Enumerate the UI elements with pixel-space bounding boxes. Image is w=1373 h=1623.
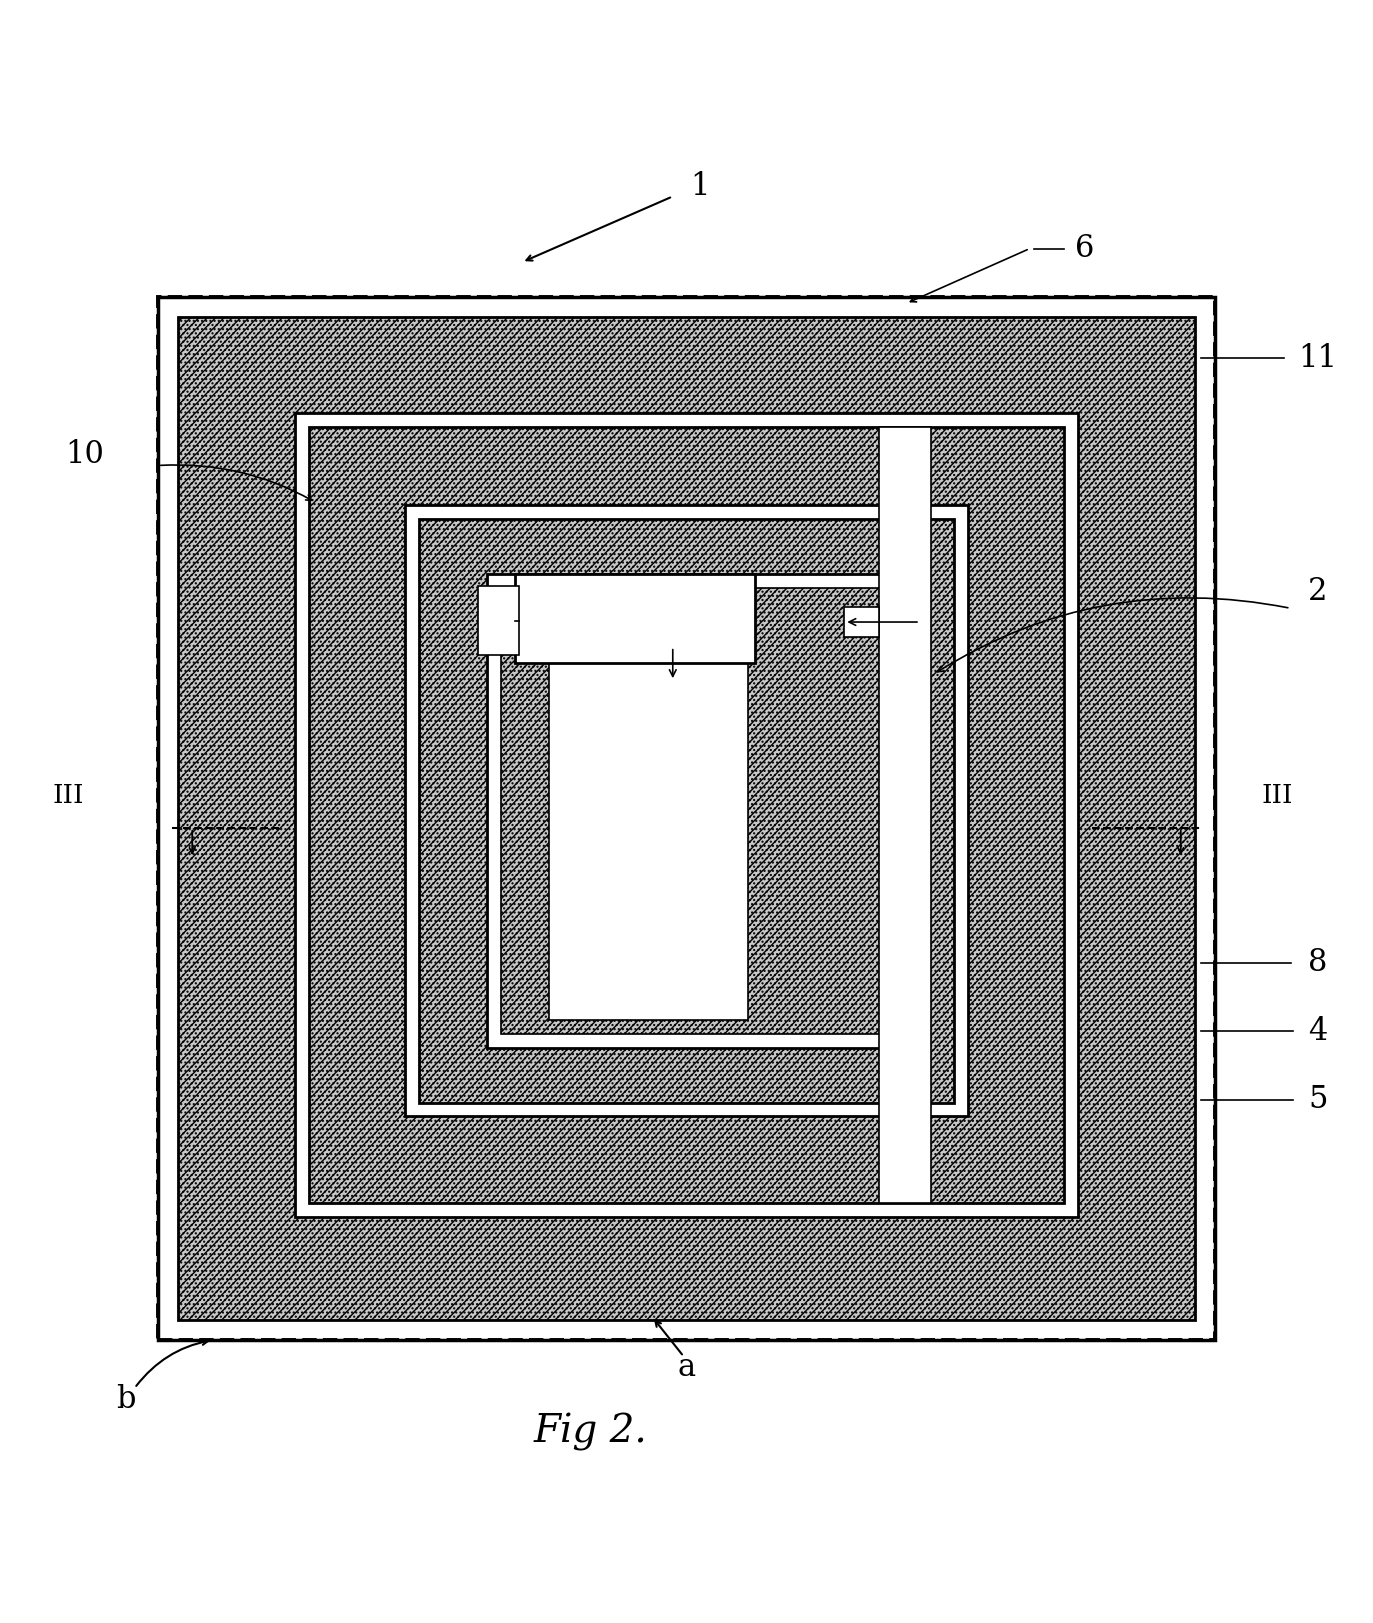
Bar <box>478 586 519 656</box>
Bar <box>405 505 968 1117</box>
Text: 8: 8 <box>1308 948 1328 979</box>
Bar <box>501 588 899 1034</box>
Text: 5: 5 <box>1308 1084 1328 1115</box>
Text: 6: 6 <box>1075 234 1094 265</box>
Bar <box>549 602 748 1021</box>
Bar <box>158 297 1215 1341</box>
Bar <box>158 297 1215 1341</box>
Bar <box>419 519 954 1102</box>
Text: a: a <box>677 1352 696 1383</box>
Text: 1: 1 <box>691 172 710 203</box>
Bar <box>309 427 1064 1203</box>
Bar <box>879 427 931 1203</box>
Bar <box>419 519 954 1102</box>
Text: Fig 2.: Fig 2. <box>534 1414 647 1451</box>
Bar <box>487 575 913 1048</box>
Bar <box>844 607 879 638</box>
Bar <box>178 316 1195 1319</box>
Bar <box>309 427 1064 1203</box>
Bar <box>501 588 899 1034</box>
Text: 2: 2 <box>1308 576 1328 607</box>
Text: 11: 11 <box>1299 342 1337 373</box>
Text: 4: 4 <box>1308 1016 1328 1047</box>
Bar <box>178 316 1195 1319</box>
Text: III: III <box>54 782 84 808</box>
Bar <box>515 575 755 664</box>
Bar <box>295 414 1078 1217</box>
Text: III: III <box>1262 782 1292 808</box>
Text: b: b <box>117 1384 136 1415</box>
Text: 10: 10 <box>66 438 104 471</box>
